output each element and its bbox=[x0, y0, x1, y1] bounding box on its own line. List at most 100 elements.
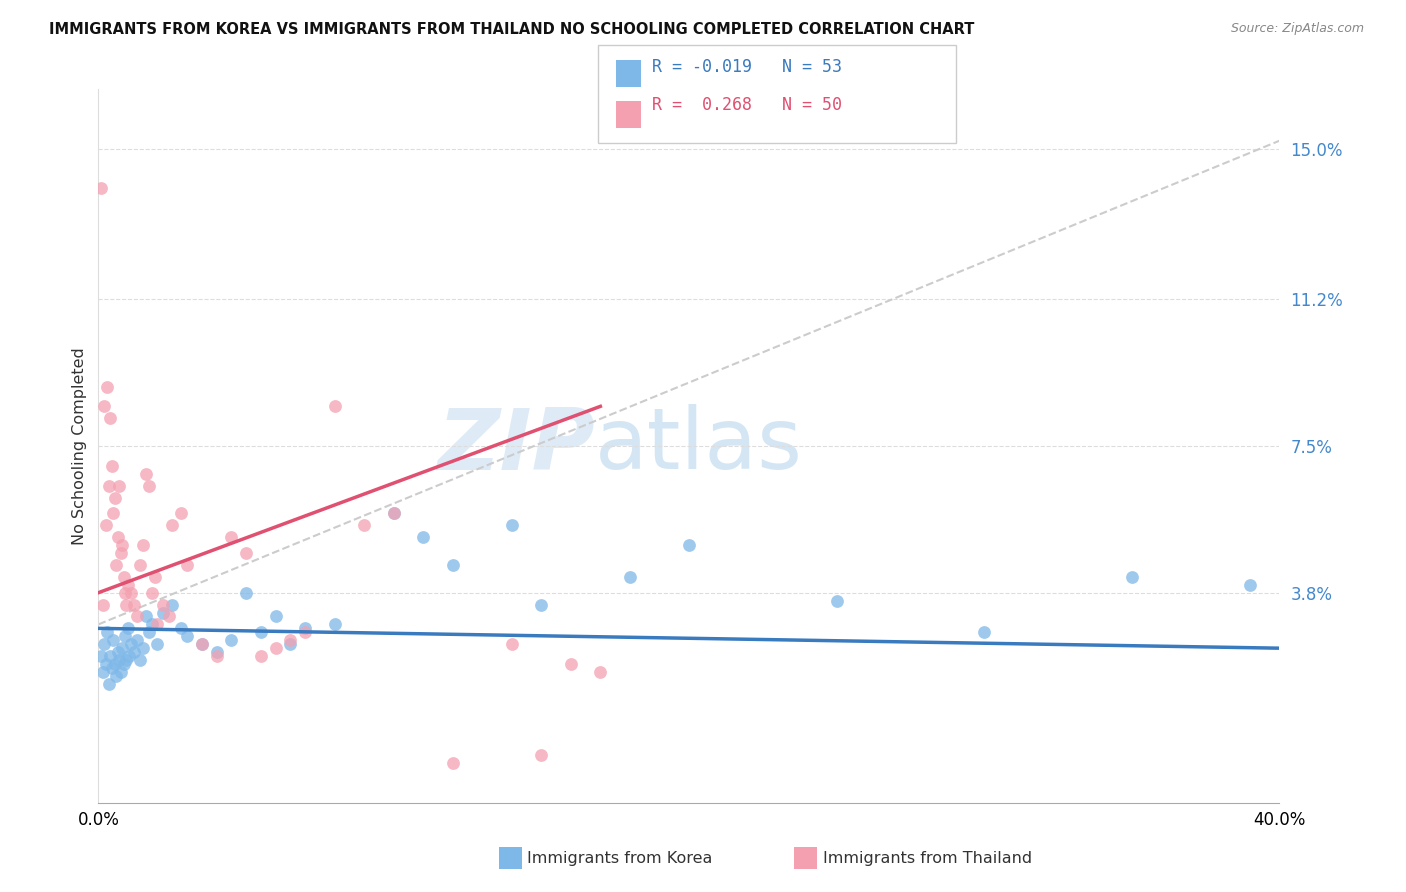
Point bbox=[93, 637, 115, 651]
Point bbox=[135, 609, 157, 624]
Point bbox=[162, 518, 183, 533]
Point bbox=[382, 507, 405, 521]
Point bbox=[973, 625, 995, 640]
Point bbox=[122, 598, 145, 612]
Point bbox=[96, 379, 118, 393]
Point bbox=[111, 538, 134, 552]
Point bbox=[170, 621, 193, 635]
Point bbox=[1121, 570, 1143, 584]
Point bbox=[128, 558, 150, 572]
Point bbox=[128, 653, 150, 667]
Point bbox=[278, 637, 302, 651]
Text: atlas: atlas bbox=[595, 404, 803, 488]
Point bbox=[94, 518, 117, 533]
Point bbox=[104, 491, 127, 505]
Point bbox=[132, 641, 155, 656]
Point bbox=[111, 641, 134, 656]
Point bbox=[132, 538, 155, 552]
Point bbox=[825, 593, 848, 607]
Point bbox=[98, 411, 121, 425]
Point bbox=[219, 530, 243, 544]
Text: R =  0.268   N = 50: R = 0.268 N = 50 bbox=[652, 96, 842, 114]
Point bbox=[294, 621, 316, 635]
Point bbox=[560, 657, 582, 671]
Y-axis label: No Schooling Completed: No Schooling Completed bbox=[72, 347, 87, 545]
Point bbox=[152, 606, 174, 620]
Text: ZIP: ZIP bbox=[437, 404, 595, 488]
Point bbox=[110, 546, 132, 560]
Point bbox=[589, 665, 612, 679]
Point bbox=[205, 649, 228, 664]
Point bbox=[120, 637, 142, 651]
Point bbox=[90, 649, 112, 664]
Point bbox=[530, 748, 553, 763]
Point bbox=[120, 585, 142, 599]
Point bbox=[91, 665, 114, 679]
Point bbox=[264, 641, 287, 656]
Point bbox=[382, 507, 405, 521]
Point bbox=[105, 558, 128, 572]
Point bbox=[170, 507, 193, 521]
Point bbox=[353, 518, 375, 533]
Point bbox=[98, 649, 121, 664]
Point bbox=[412, 530, 434, 544]
Point bbox=[205, 645, 228, 659]
Text: Immigrants from Korea: Immigrants from Korea bbox=[527, 851, 713, 865]
Point bbox=[105, 669, 128, 683]
Point bbox=[97, 677, 120, 691]
Point bbox=[117, 578, 139, 592]
Point bbox=[157, 609, 180, 624]
Point bbox=[141, 585, 163, 599]
Point bbox=[94, 657, 117, 671]
Point bbox=[441, 558, 464, 572]
Point bbox=[530, 598, 553, 612]
Point bbox=[278, 633, 302, 648]
Text: Immigrants from Thailand: Immigrants from Thailand bbox=[823, 851, 1032, 865]
Point bbox=[122, 645, 145, 659]
Point bbox=[112, 657, 135, 671]
Point bbox=[115, 598, 138, 612]
Point bbox=[219, 633, 243, 648]
Point bbox=[441, 756, 464, 771]
Point bbox=[501, 637, 523, 651]
Text: R = -0.019   N = 53: R = -0.019 N = 53 bbox=[652, 58, 842, 76]
Point bbox=[103, 633, 125, 648]
Point bbox=[100, 458, 122, 473]
Point bbox=[678, 538, 700, 552]
Point bbox=[191, 637, 214, 651]
Point bbox=[619, 570, 641, 584]
Point bbox=[104, 657, 127, 671]
Point bbox=[135, 467, 157, 481]
Point bbox=[235, 585, 257, 599]
Point bbox=[235, 546, 257, 560]
Point bbox=[108, 478, 131, 492]
Point bbox=[97, 478, 120, 492]
Point bbox=[117, 621, 139, 635]
Point bbox=[162, 598, 183, 612]
Point bbox=[110, 665, 132, 679]
Point bbox=[100, 661, 122, 675]
Text: IMMIGRANTS FROM KOREA VS IMMIGRANTS FROM THAILAND NO SCHOOLING COMPLETED CORRELA: IMMIGRANTS FROM KOREA VS IMMIGRANTS FROM… bbox=[49, 22, 974, 37]
Point bbox=[93, 400, 115, 414]
Point bbox=[112, 570, 135, 584]
Point bbox=[146, 617, 169, 632]
Point bbox=[138, 625, 160, 640]
Point bbox=[91, 598, 114, 612]
Point bbox=[107, 530, 129, 544]
Point bbox=[1239, 578, 1261, 592]
Point bbox=[114, 585, 136, 599]
Point bbox=[191, 637, 214, 651]
Point bbox=[125, 633, 148, 648]
Point bbox=[138, 478, 160, 492]
Point bbox=[103, 507, 125, 521]
Point bbox=[146, 637, 169, 651]
Point bbox=[143, 570, 166, 584]
Point bbox=[96, 625, 118, 640]
Point bbox=[323, 400, 346, 414]
Point bbox=[118, 649, 141, 664]
Point bbox=[108, 653, 131, 667]
Point bbox=[176, 629, 198, 643]
Point bbox=[114, 629, 136, 643]
Point bbox=[90, 181, 112, 195]
Point bbox=[501, 518, 523, 533]
